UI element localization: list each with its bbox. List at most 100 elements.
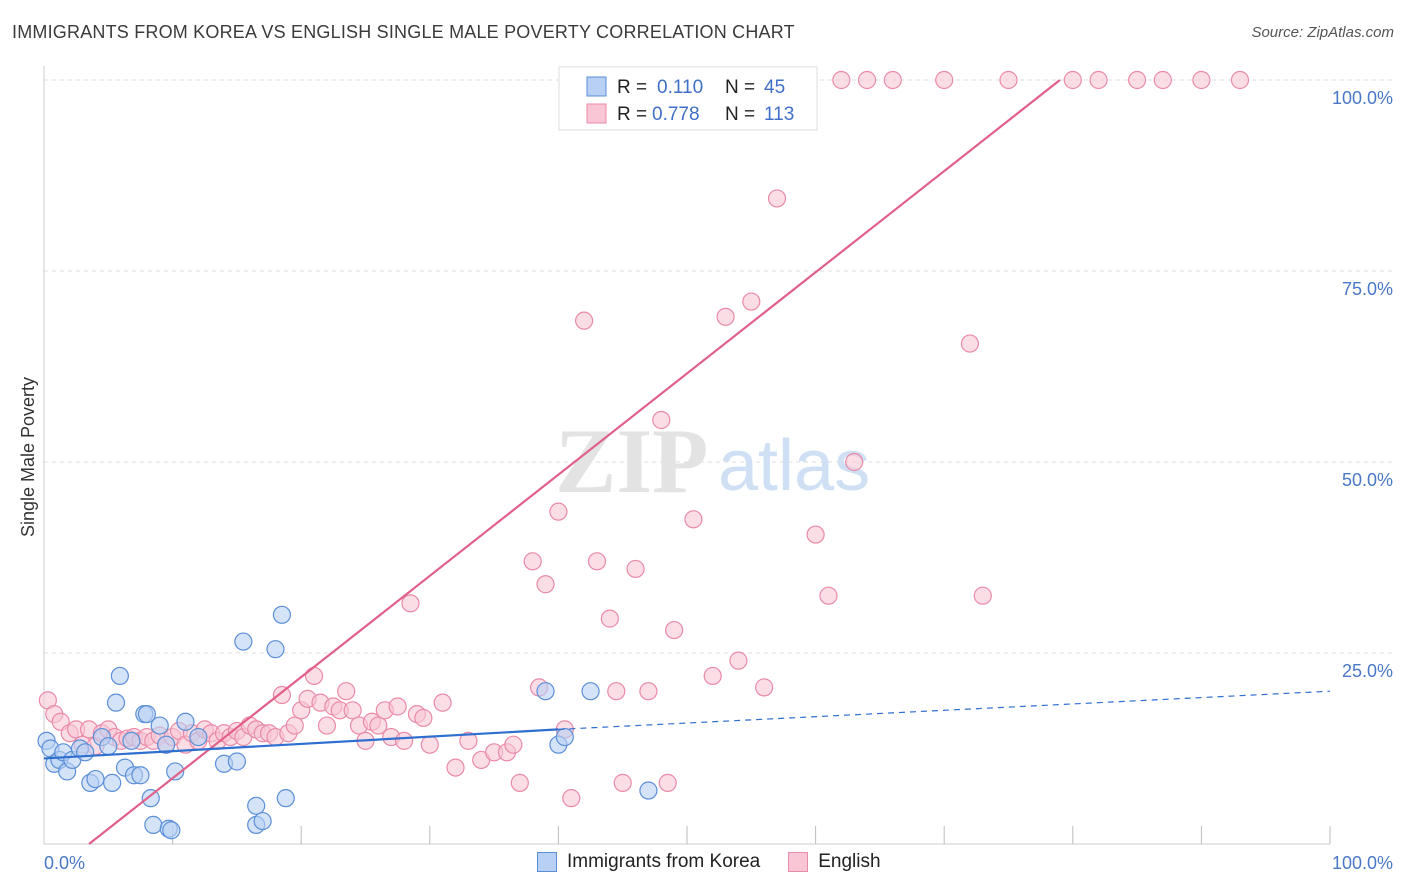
english-point <box>433 693 452 712</box>
english-point <box>819 586 838 605</box>
stats-legend: R = 0.110 N = 45 R = 0.778 N = 113 <box>558 66 818 131</box>
english-point <box>607 682 626 701</box>
english-point <box>652 410 671 430</box>
english-point <box>272 685 292 705</box>
english-point <box>459 731 478 750</box>
english-point <box>549 502 568 521</box>
korea-point <box>639 781 658 800</box>
english-point <box>755 678 774 697</box>
legend-r-value-korea: 0.110 <box>657 77 703 98</box>
korea-trend-line <box>43 728 559 760</box>
korea-point <box>150 716 169 735</box>
series-swatch-english <box>788 852 809 872</box>
english-point <box>684 510 703 529</box>
english-point <box>626 559 645 579</box>
legend-r-label-korea: R = <box>617 77 647 98</box>
english-point <box>420 735 439 754</box>
grid <box>44 79 1395 654</box>
korea-point <box>162 821 181 840</box>
english-point <box>394 731 414 750</box>
series-label-english: English <box>818 851 881 872</box>
series-swatch-korea <box>537 852 557 872</box>
korea-point <box>99 737 118 756</box>
korea-point <box>166 762 185 781</box>
english-point <box>337 682 356 701</box>
english-point <box>285 716 304 735</box>
korea-point <box>106 693 126 712</box>
korea-point <box>227 752 246 771</box>
korea-point <box>103 773 122 792</box>
english-point <box>613 773 632 792</box>
korea-point <box>86 769 105 789</box>
english-point <box>742 292 761 311</box>
legend-swatch-english <box>586 103 607 124</box>
korea-point <box>144 815 163 835</box>
english-point <box>317 716 337 735</box>
english-point <box>883 70 902 90</box>
english-point <box>575 311 594 330</box>
series-legend-english[interactable]: English <box>788 851 881 873</box>
english-point <box>401 594 420 613</box>
korea-point <box>536 682 555 701</box>
watermark-zip: ZIP <box>555 410 708 512</box>
korea-trend-extension <box>558 690 1331 730</box>
english-points <box>38 70 1250 808</box>
korea-point <box>131 766 150 785</box>
english-point <box>1230 70 1250 90</box>
korea-point <box>266 640 285 659</box>
x-tick-0: 0.0% <box>44 853 85 873</box>
korea-point <box>581 682 600 701</box>
series-legend-korea[interactable]: Immigrants from Korea <box>537 851 760 873</box>
korea-point <box>141 789 160 808</box>
english-point <box>343 701 362 720</box>
korea-point <box>555 727 574 747</box>
english-point <box>1192 70 1211 90</box>
english-point <box>658 773 677 792</box>
korea-point <box>157 735 176 754</box>
legend-n-value-english: 113 <box>764 104 794 125</box>
english-point <box>845 452 864 472</box>
korea-point <box>137 705 156 724</box>
watermark: ZIP atlas <box>555 410 870 512</box>
watermark-atlas: atlas <box>718 426 870 506</box>
series-label-korea: Immigrants from Korea <box>567 851 761 872</box>
y-tick-label: 75.0% <box>1342 279 1393 299</box>
english-point <box>1089 70 1108 90</box>
english-point <box>665 620 684 640</box>
korea-point <box>247 796 266 815</box>
english-point <box>600 609 619 628</box>
legend-n-label-korea: N = <box>725 77 755 98</box>
english-point <box>1153 70 1172 90</box>
korea-point <box>76 743 95 762</box>
x-tick-100: 100.0% <box>1332 853 1393 873</box>
english-point <box>510 773 529 792</box>
english-point <box>388 697 407 716</box>
korea-point <box>122 731 141 750</box>
y-tick-label: 50.0% <box>1342 470 1393 490</box>
english-point <box>832 70 851 90</box>
english-point <box>806 525 825 544</box>
english-point <box>729 651 748 670</box>
korea-point <box>176 712 195 731</box>
english-point <box>504 735 523 754</box>
korea-point <box>253 811 272 831</box>
english-point <box>935 70 954 90</box>
legend-r-value-english: 0.778 <box>652 104 700 125</box>
english-point <box>369 716 388 735</box>
trend-lines <box>43 79 1331 845</box>
english-point <box>703 666 722 686</box>
korea-points <box>37 605 658 840</box>
english-point <box>973 586 992 605</box>
korea-point <box>234 632 253 651</box>
english-point <box>446 758 465 777</box>
english-point <box>562 789 581 808</box>
korea-point <box>272 605 292 624</box>
english-point <box>414 708 433 728</box>
korea-point <box>110 666 129 686</box>
y-axis-label: Single Male Poverty <box>18 377 38 537</box>
series-legend: Immigrants from Korea English <box>537 851 909 873</box>
english-point <box>536 575 555 594</box>
legend-n-value-korea: 45 <box>764 77 785 98</box>
english-point <box>523 552 542 571</box>
y-tick-label: 25.0% <box>1342 661 1393 681</box>
